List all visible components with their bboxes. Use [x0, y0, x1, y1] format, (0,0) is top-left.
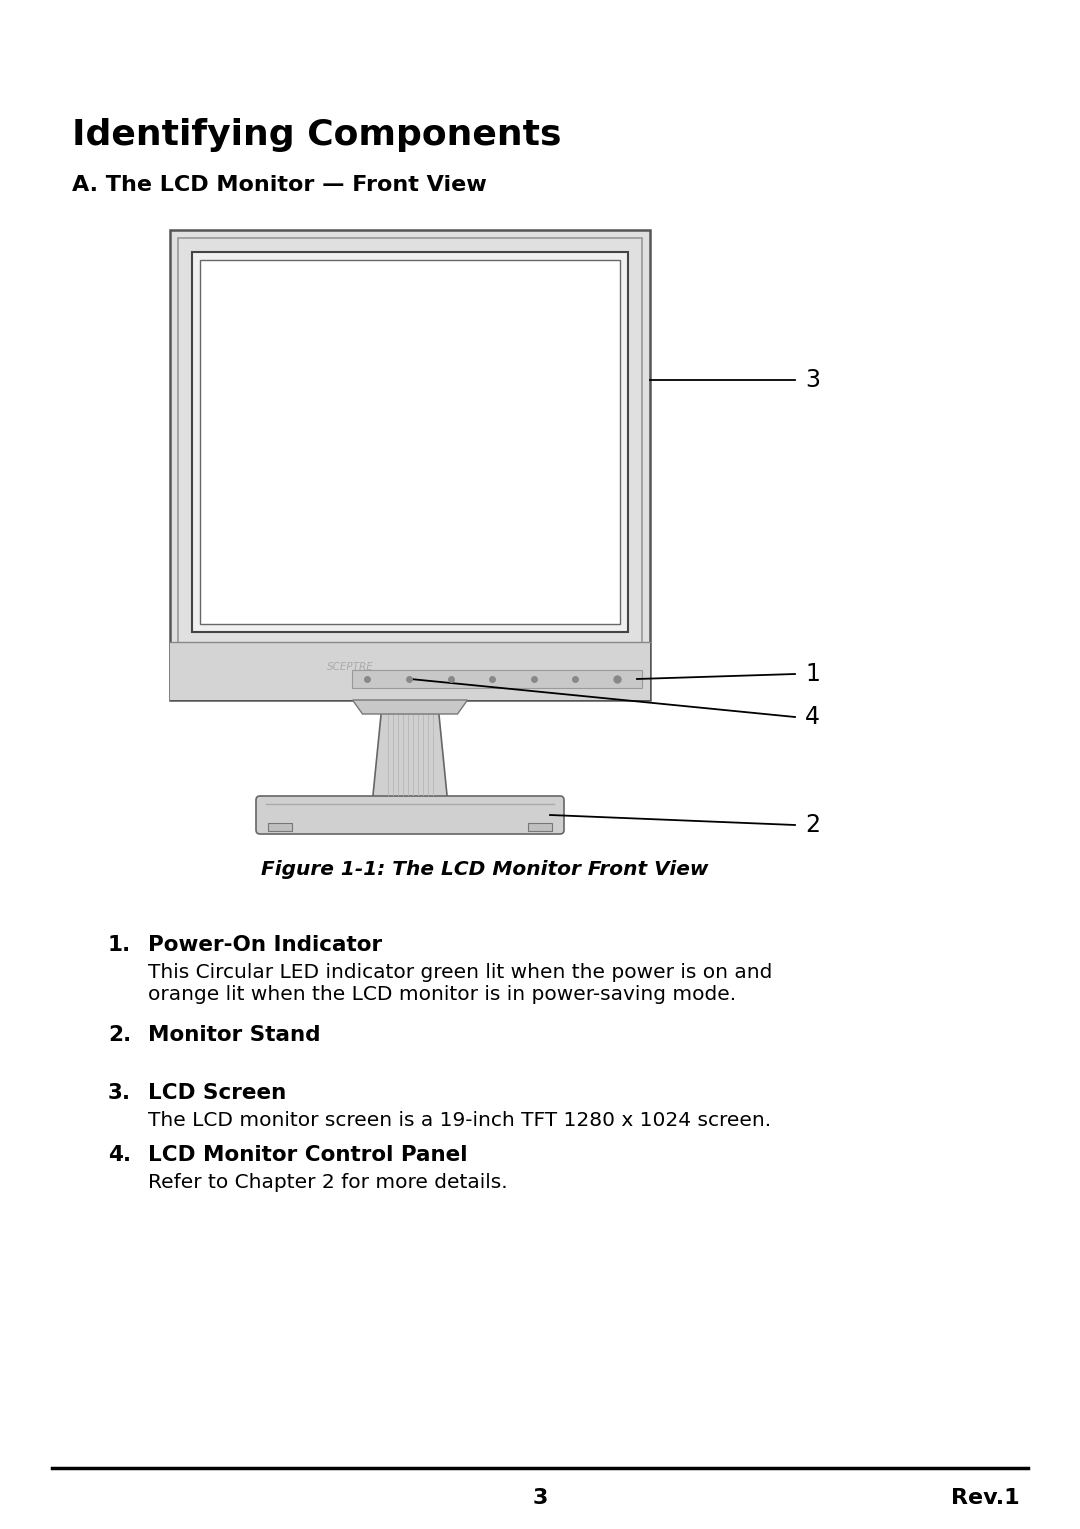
Bar	[192, 252, 627, 631]
Text: 2.: 2.	[108, 1024, 132, 1044]
Text: 4.: 4.	[108, 1145, 131, 1165]
FancyBboxPatch shape	[256, 797, 564, 833]
Text: 4: 4	[805, 705, 820, 729]
Bar	[200, 260, 620, 624]
Text: 1: 1	[805, 662, 820, 687]
Text: 2: 2	[805, 813, 820, 836]
Text: 1.: 1.	[108, 936, 132, 956]
Polygon shape	[373, 700, 447, 800]
Text: SCEPTRE: SCEPTRE	[326, 662, 374, 673]
Text: LCD Screen: LCD Screen	[148, 1083, 286, 1102]
Text: 3: 3	[532, 1488, 548, 1508]
Text: A. The LCD Monitor — Front View: A. The LCD Monitor — Front View	[72, 174, 487, 196]
Text: Figure 1-1: The LCD Monitor Front View: Figure 1-1: The LCD Monitor Front View	[261, 859, 708, 879]
Text: Refer to Chapter 2 for more details.: Refer to Chapter 2 for more details.	[148, 1173, 508, 1193]
Text: 3.: 3.	[108, 1083, 131, 1102]
Bar	[268, 823, 292, 830]
Text: This Circular LED indicator green lit when the power is on and
orange lit when t: This Circular LED indicator green lit wh…	[148, 963, 772, 1005]
Text: 3: 3	[805, 368, 820, 393]
Text: Monitor Stand: Monitor Stand	[148, 1024, 321, 1044]
Bar	[170, 642, 650, 700]
Bar	[178, 239, 642, 693]
Text: Identifying Components: Identifying Components	[72, 118, 562, 151]
Bar	[528, 823, 552, 830]
Bar	[170, 229, 650, 700]
Bar	[352, 670, 642, 688]
Polygon shape	[352, 700, 468, 714]
Text: LCD Monitor Control Panel: LCD Monitor Control Panel	[148, 1145, 468, 1165]
Text: Power-On Indicator: Power-On Indicator	[148, 936, 382, 956]
Text: Rev.1: Rev.1	[951, 1488, 1020, 1508]
Text: The LCD monitor screen is a 19-inch TFT 1280 x 1024 screen.: The LCD monitor screen is a 19-inch TFT …	[148, 1112, 771, 1130]
